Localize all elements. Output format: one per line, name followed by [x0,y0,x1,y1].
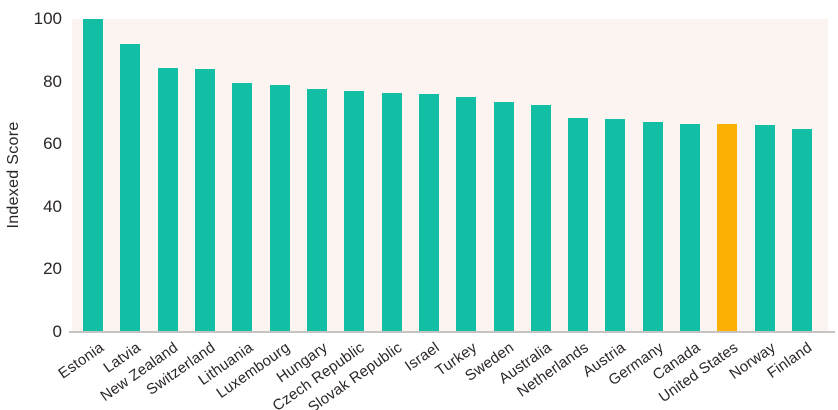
plot-area [72,19,828,332]
bar-czech-republic [344,91,365,332]
bar-australia [530,105,551,332]
y-tick-label-100: 100 [33,9,62,28]
bar-hungary [306,89,327,332]
bar-austria [605,119,626,332]
bar-turkey [456,97,477,332]
bar-new-zealand [157,67,178,332]
bar-switzerland [194,69,215,332]
bar-germany [642,122,663,332]
bar-latvia [120,44,141,332]
y-tick-label-60: 60 [43,134,62,154]
y-tick-label-80: 80 [43,71,62,91]
bar-estonia [83,19,103,332]
y-tick-label-40: 40 [43,196,62,216]
x-axis-line [69,331,835,333]
bar-united-states [717,123,738,332]
bar-lithuania [232,83,253,332]
bar-norway [754,125,775,332]
bar-slovak-republic [381,92,402,332]
bar-israel [418,94,439,332]
bar-luxembourg [269,84,290,332]
bar-sweden [493,101,514,332]
y-tick-label-20: 20 [43,259,62,279]
x-tick-label-estonia: Estonia [54,339,107,383]
bar-finland [792,128,813,332]
bar-canada [680,123,701,332]
y-tick-label-0: 0 [52,322,62,341]
bar-netherlands [568,117,589,332]
